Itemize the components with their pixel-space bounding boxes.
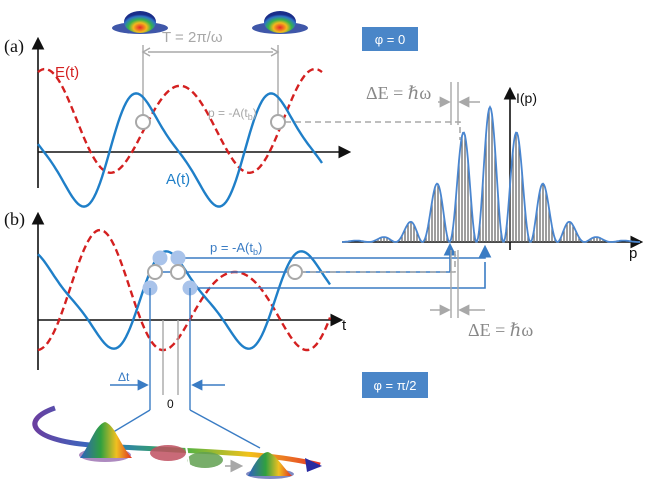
panel-b-vector-potential-curve [37, 250, 331, 350]
panel-b-birth-markers [142, 250, 303, 296]
delta-t-label: Δt [118, 370, 130, 384]
panel-b-momentum-label: p = -A(tb) [210, 240, 262, 257]
panel-b-t-axis-label: t [342, 317, 347, 334]
electric-field-label: E(t) [55, 64, 79, 81]
panel-a-electric-field-curve [37, 67, 323, 175]
spectrum-x-label: p [629, 245, 637, 262]
phase-tag-a: φ = 0 [362, 27, 418, 51]
panel-a-vector-potential-curve [37, 92, 323, 208]
panel-b-label: (b) [4, 209, 25, 230]
wavepacket-icon-right [252, 11, 308, 34]
photon-spacing-markers-bottom [430, 250, 485, 318]
photon-energy-label-bottom: ΔE = ℏω [468, 320, 533, 340]
spectrum-envelope [342, 105, 640, 243]
panel-a-momentum-guide [285, 121, 461, 140]
period-bracket [141, 45, 280, 122]
panel-b-momentum-guides [160, 242, 492, 289]
time-window-guides [99, 288, 261, 449]
panel-b-electric-field-curve [37, 228, 332, 352]
vector-potential-label: A(t) [166, 171, 190, 188]
panel-a-momentum-label: p = -A(tb) [208, 106, 257, 122]
phase-tag-b: φ = π/2 [362, 372, 428, 398]
wavepacket-trajectory-illustration [32, 405, 322, 479]
photon-energy-label-top: ΔE = ℏω [366, 83, 431, 103]
period-label: T = 2π/ω [162, 29, 223, 46]
spectrum-y-label: I(p) [516, 90, 537, 106]
panel-a-birth-marker-1 [135, 114, 151, 130]
photon-spacing-markers-top [438, 82, 480, 125]
zero-label: 0 [167, 397, 174, 411]
panel-a-birth-marker-2 [270, 114, 286, 130]
panel-a-label: (a) [4, 36, 24, 57]
wavepacket-icon-left [112, 11, 168, 34]
